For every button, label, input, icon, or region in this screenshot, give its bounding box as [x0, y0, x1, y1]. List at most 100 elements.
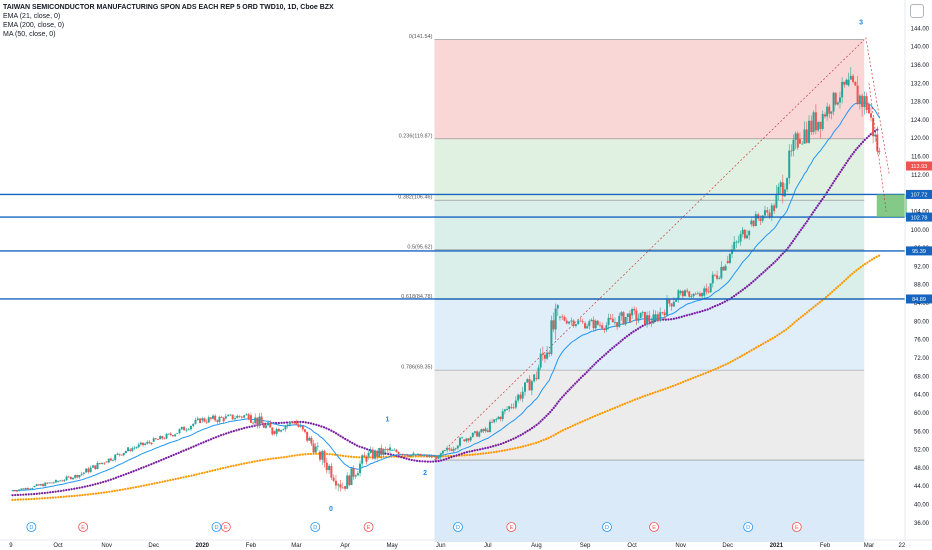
candle-down: [752, 220, 755, 227]
ema21-legend[interactable]: EMA (21, close, 0): [3, 13, 61, 20]
candle-up: [683, 290, 686, 297]
candle-up: [212, 415, 215, 419]
price-tick-label: 112.00: [911, 173, 930, 179]
candle-down: [222, 417, 225, 422]
candle-down: [843, 81, 846, 85]
candle-up: [91, 465, 94, 468]
candle-down: [865, 96, 868, 111]
price-tag: [906, 189, 932, 199]
candle-up: [63, 480, 66, 481]
event-marker-letter: D: [605, 525, 609, 531]
candle-down: [341, 487, 344, 489]
candle-up: [124, 451, 127, 453]
candle-down: [291, 421, 294, 423]
candle-up: [733, 241, 736, 250]
candle-up: [44, 482, 47, 487]
candle-up: [412, 453, 415, 455]
price-tick-label: 64.00: [914, 393, 930, 399]
ema200-legend[interactable]: EMA (200, close, 0): [3, 22, 65, 29]
ma50-legend[interactable]: MA (50, close, 0): [3, 31, 56, 38]
time-tick-label: Jul: [484, 543, 492, 549]
price-tag-label: 102.78: [911, 215, 928, 221]
wave-label: 1: [385, 417, 389, 424]
candle-up: [39, 484, 42, 486]
fib-zone: [434, 299, 865, 371]
candle-up: [501, 411, 504, 420]
candle-down: [670, 303, 673, 307]
earnings-marker: [220, 522, 231, 532]
candle-up: [432, 456, 435, 458]
ma50-line: [11, 127, 881, 497]
candle-down: [371, 449, 374, 459]
candle-down: [528, 379, 531, 391]
candle-up: [18, 489, 21, 491]
candle-down: [303, 429, 306, 432]
wave-label: 0: [329, 506, 333, 513]
candle-down: [870, 113, 873, 118]
candle-up: [54, 479, 57, 483]
candle-down: [397, 451, 400, 455]
fibonacci-level-labels: 0(141.54) 0.236(119.87) 0.382(106.46) 0.5(9…: [398, 34, 432, 371]
candle-up: [654, 314, 657, 321]
candle-up: [275, 428, 278, 434]
symbol-title[interactable]: TAIWAN SEMICONDUCTOR MANUFACTURING SPON …: [3, 4, 334, 11]
candle-down: [238, 415, 241, 417]
projection-line: [868, 83, 887, 212]
candle-up: [359, 463, 362, 474]
price-tag: [906, 161, 932, 171]
candle-up: [133, 447, 136, 449]
chart-legend: TAIWAN SEMICONDUCTOR MANUFACTURING SPON …: [3, 3, 334, 39]
fib-zone: [434, 200, 865, 250]
candle-up: [874, 134, 877, 137]
time-tick-label: Aug: [531, 543, 542, 549]
candle-down: [635, 310, 638, 321]
candle-up: [354, 475, 357, 477]
candle-up: [350, 468, 353, 486]
candle-down: [643, 311, 646, 325]
price-axis[interactable]: 36.00 40.00 44.00 48.00 52.00 56.00 60.00 64.00…: [904, 0, 930, 540]
price-tick-label: 68.00: [914, 374, 930, 380]
earnings-marker: [791, 522, 802, 532]
candle-down: [563, 316, 566, 321]
candle-up: [458, 437, 461, 446]
candle-up: [393, 449, 396, 451]
time-tick-label: Mar: [291, 543, 301, 549]
fib-zone: [434, 39, 865, 139]
price-tick-label: 100.00: [911, 228, 930, 234]
candle-up: [639, 312, 642, 319]
candle-down: [273, 431, 276, 434]
symbol-logo-icon[interactable]: [910, 4, 924, 18]
candle-down: [209, 417, 212, 419]
price-tick-label: 104.00: [911, 209, 930, 215]
candle-up: [224, 416, 227, 419]
candle-down: [798, 139, 801, 144]
candle-down: [352, 468, 355, 477]
candle-down: [541, 353, 544, 355]
candle-down: [247, 414, 250, 420]
candle-up: [646, 315, 649, 325]
candle-up: [709, 283, 712, 293]
candle-down: [301, 425, 304, 430]
candle-up: [137, 444, 140, 448]
candle-down: [668, 299, 671, 304]
candle-up: [546, 352, 549, 359]
price-tick-label: 40.00: [914, 503, 930, 509]
candle-up: [201, 418, 204, 421]
candle-up: [786, 178, 789, 190]
candle-up: [187, 429, 190, 431]
ema200-line: [11, 254, 881, 501]
candle-up: [388, 447, 391, 451]
support-resistance-lines[interactable]: [0, 37, 907, 300]
candle-up: [65, 476, 68, 481]
candle-up: [284, 425, 287, 430]
candle-down: [601, 325, 604, 329]
price-tick-label: 116.00: [911, 155, 930, 161]
time-axis[interactable]: 9 Oct Nov Dec 2020 Feb Mar Apr May Jun Jul Aug Sep Oc…: [0, 539, 932, 549]
candle-up: [497, 416, 500, 419]
candle-down: [295, 421, 298, 425]
candle-up: [308, 437, 311, 441]
time-tick-label: Nov: [675, 543, 686, 549]
candle-down: [395, 449, 398, 452]
